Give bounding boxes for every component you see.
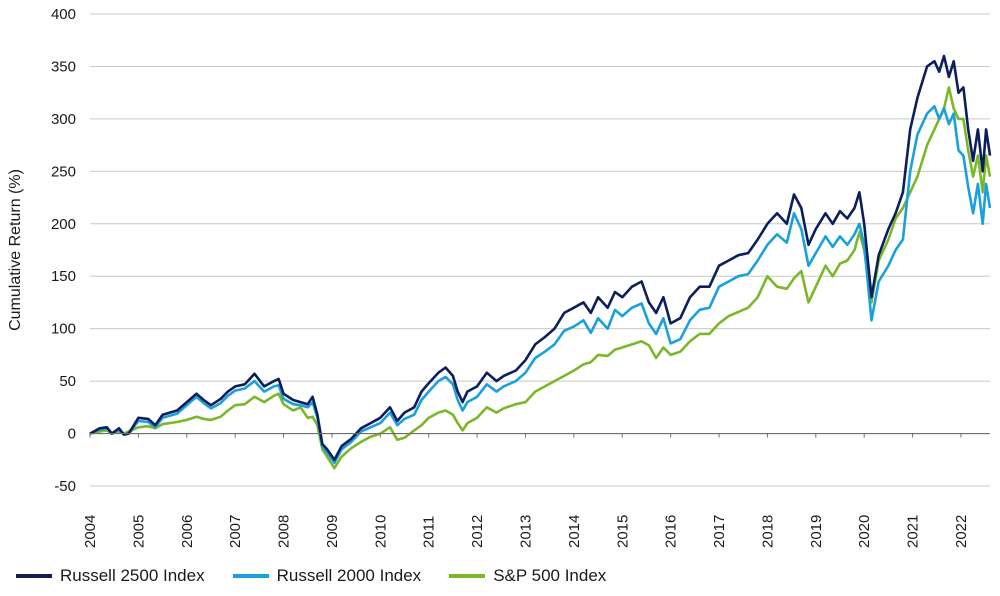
x-tick-label: 2012 (469, 515, 486, 548)
legend-swatch-russell-2000 (232, 574, 269, 578)
x-tick-label: 2004 (82, 515, 99, 548)
y-tick-label: 0 (68, 426, 76, 443)
series-line-sp-500 (89, 86, 992, 470)
y-axis-title: Cumulative Return (%) (7, 169, 24, 331)
x-tick-label: 2022 (953, 515, 970, 548)
x-tick-label: 2005 (130, 515, 147, 548)
y-tick-label: 50 (59, 373, 76, 390)
legend: Russell 2500 Index Russell 2000 Index S&… (16, 566, 634, 586)
legend-label-russell-2500: Russell 2500 Index (60, 566, 205, 585)
series-lines (89, 54, 992, 470)
y-tick-label: -50 (54, 478, 76, 495)
x-tick-label: 2019 (808, 515, 825, 548)
y-tick-label: 150 (51, 268, 76, 285)
y-tick-label: 300 (51, 111, 76, 128)
legend-label-russell-2000: Russell 2000 Index (276, 566, 422, 585)
x-tick-label: 2015 (614, 515, 631, 548)
x-tick-label: 2013 (517, 515, 534, 548)
y-tick-label: 400 (51, 6, 76, 23)
x-tick-label: 2009 (324, 515, 341, 548)
x-tick-label: 2016 (663, 515, 680, 548)
x-tick-label: 2017 (711, 515, 728, 548)
series-line-russell-2000 (89, 105, 992, 465)
legend-item-russell-2500: Russell 2500 Index (16, 566, 205, 586)
x-tick-label: 2011 (421, 516, 438, 548)
y-tick-label: 350 (51, 58, 76, 75)
y-tick-labels: -50 0 50 100 150 200 250 300 350 400 (51, 6, 76, 495)
x-tick-labels: 2004 2005 2006 2007 2008 2009 2010 2011 2012 2013… (82, 433, 970, 548)
legend-swatch-russell-2500 (16, 574, 52, 578)
x-tick-label: 2007 (227, 515, 244, 548)
y-tick-label: 100 (51, 321, 76, 338)
x-tick-label: 2006 (179, 515, 196, 548)
legend-item-russell-2000: Russell 2000 Index (232, 566, 422, 586)
legend-item-sp-500: S&P 500 Index (449, 566, 606, 586)
legend-swatch-sp-500 (449, 574, 486, 578)
x-tick-label: 2018 (759, 515, 776, 548)
x-tick-label: 2014 (566, 515, 583, 548)
x-tick-label: 2010 (372, 515, 389, 548)
y-tick-label: 250 (51, 163, 76, 180)
y-tick-label: 200 (51, 216, 76, 233)
legend-label-sp-500: S&P 500 Index (493, 566, 607, 585)
x-tick-label: 2021 (905, 515, 922, 548)
series-line-russell-2500 (89, 54, 992, 462)
x-tick-label: 2008 (276, 515, 293, 548)
x-tick-label: 2020 (856, 515, 873, 548)
